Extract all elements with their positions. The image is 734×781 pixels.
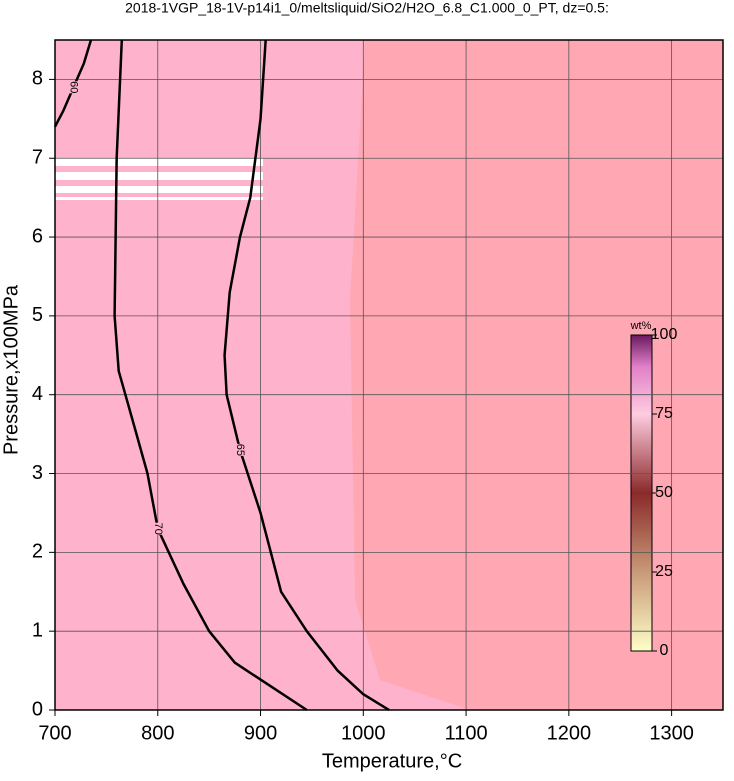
y-tick-label: 2 bbox=[32, 541, 43, 563]
x-tick-label: 900 bbox=[244, 722, 277, 744]
y-tick-label: 3 bbox=[32, 462, 43, 484]
y-tick-label: 5 bbox=[32, 304, 43, 326]
colorbar-tick-label: 75 bbox=[655, 405, 673, 422]
contour-label-bg bbox=[149, 522, 166, 535]
y-tick-label: 4 bbox=[32, 383, 43, 405]
colorbar-tick-label: 25 bbox=[655, 563, 673, 580]
contour-line bbox=[113, 39, 308, 712]
colorbar-tick-label: 100 bbox=[651, 326, 678, 343]
chart-title: 2018-1VGP_18-1V-p14i1_0/meltsliquid/SiO2… bbox=[125, 0, 609, 16]
y-tick-label: 0 bbox=[32, 698, 43, 720]
melt-region bbox=[55, 40, 470, 710]
plot-frame bbox=[54, 39, 724, 711]
y-tick-label: 1 bbox=[32, 619, 43, 641]
stripes bbox=[55, 158, 263, 200]
y-axis-label: Pressure,x100MPa bbox=[0, 284, 22, 455]
colorbar bbox=[630, 334, 653, 652]
contour-label: 60 bbox=[68, 81, 80, 93]
y-tick-label: 7 bbox=[32, 147, 43, 169]
contour-label-bg bbox=[65, 81, 82, 94]
x-tick-label: 1300 bbox=[649, 722, 694, 744]
x-tick-label: 1000 bbox=[341, 722, 386, 744]
y-tick-label: 6 bbox=[32, 225, 43, 247]
contour-label: 65 bbox=[234, 444, 246, 456]
contour-label-bg bbox=[231, 443, 248, 456]
x-tick-label: 700 bbox=[38, 722, 71, 744]
colorbar-tick-label: 50 bbox=[655, 484, 673, 501]
contour-label: 70 bbox=[152, 523, 164, 535]
x-tick-label: 800 bbox=[141, 722, 174, 744]
colorbar-label: wt% bbox=[630, 320, 652, 332]
x-tick-label: 1100 bbox=[445, 722, 488, 744]
x-axis-label: Temperature,°C bbox=[322, 750, 462, 772]
x-tick-label: 1200 bbox=[547, 722, 592, 744]
colorbar-tick-label: 0 bbox=[660, 642, 669, 659]
y-tick-label: 8 bbox=[32, 68, 43, 90]
contour-line bbox=[223, 39, 390, 712]
